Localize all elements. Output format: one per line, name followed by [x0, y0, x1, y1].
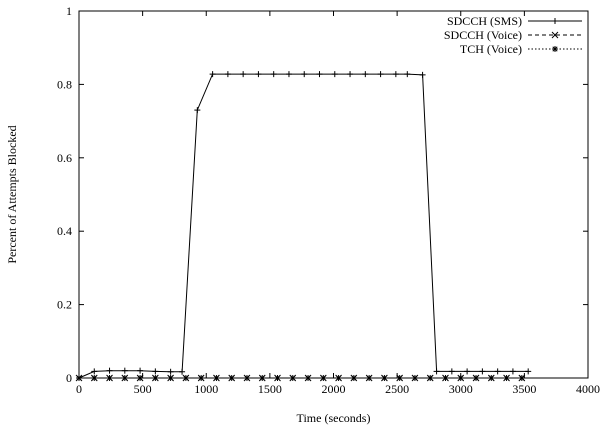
x-tick-label: 2000: [322, 382, 346, 396]
data-point: [316, 71, 323, 78]
data-point: [270, 71, 277, 78]
series-3: [76, 375, 525, 381]
x-tick-label: 0: [76, 382, 82, 396]
data-point: [243, 375, 250, 381]
data-point: [152, 375, 159, 381]
data-point: [473, 375, 480, 381]
y-tick-label: 0: [66, 371, 72, 385]
data-point: [411, 375, 418, 381]
data-point: [433, 368, 440, 375]
data-point: [419, 71, 426, 78]
data-point: [228, 375, 235, 381]
data-point: [194, 107, 201, 114]
data-point: [167, 375, 174, 381]
data-point: [209, 71, 216, 78]
data-point: [121, 375, 128, 381]
data-point: [259, 375, 266, 381]
x-tick-label: 1500: [258, 382, 282, 396]
data-point: [305, 375, 312, 381]
data-point: [91, 375, 98, 381]
legend-marker: [552, 46, 558, 52]
data-point: [213, 375, 220, 381]
legend-label: SDCCH (Voice): [444, 28, 522, 42]
data-point: [91, 368, 98, 375]
x-tick-label: 3000: [449, 382, 473, 396]
data-point: [285, 71, 292, 78]
y-tick-label: 0.8: [57, 77, 72, 91]
data-point: [331, 71, 338, 78]
data-point: [457, 375, 464, 381]
data-point: [198, 375, 205, 381]
data-point: [404, 71, 411, 78]
series-line: [78, 73, 529, 379]
data-point: [255, 71, 262, 78]
data-point: [509, 368, 516, 375]
data-point: [396, 375, 403, 381]
data-point: [427, 375, 434, 381]
data-point: [381, 375, 388, 381]
data-point: [464, 368, 471, 375]
data-point: [442, 375, 449, 381]
data-point: [179, 368, 186, 375]
data-point: [224, 71, 231, 78]
series-group: [75, 71, 532, 382]
data-point: [503, 375, 510, 381]
data-point: [350, 375, 357, 381]
data-point: [479, 368, 486, 375]
data-point: [137, 375, 144, 381]
axes: 0 500 1000 1500 2000 2500 3000 3500 4000 0 0.2 0.4 0…: [57, 4, 600, 396]
y-tick-label: 0.2: [57, 298, 72, 312]
x-tick-label: 3500: [512, 382, 536, 396]
legend-label: TCH (Voice): [460, 42, 522, 56]
data-point: [152, 368, 159, 375]
data-point: [392, 71, 399, 78]
data-point: [76, 375, 82, 381]
data-point: [137, 367, 144, 374]
data-point: [366, 375, 373, 381]
x-axis-label: Time (seconds): [297, 411, 371, 425]
data-point: [106, 367, 113, 374]
data-point: [335, 375, 342, 381]
x-tick-label: 4000: [576, 382, 600, 396]
data-point: [106, 375, 113, 381]
data-point: [274, 375, 281, 381]
data-point: [167, 368, 174, 375]
data-point: [377, 71, 384, 78]
data-point: [289, 375, 296, 381]
series-1: [76, 71, 532, 381]
legend-marker: [551, 31, 559, 39]
data-point: [362, 71, 369, 78]
plot-frame: [78, 10, 589, 379]
data-point: [448, 368, 455, 375]
y-tick-label: 1: [66, 4, 72, 18]
legend-label: SDCCH (SMS): [447, 14, 522, 28]
data-point: [182, 375, 189, 381]
x-tick-label: 2500: [385, 382, 409, 396]
y-tick-label: 0.6: [57, 151, 72, 165]
data-point: [320, 375, 327, 381]
data-point: [301, 71, 308, 78]
data-point: [121, 367, 128, 374]
legend: SDCCH (SMS)SDCCH (Voice)TCH (Voice): [444, 14, 582, 56]
data-point: [518, 375, 525, 381]
data-point: [347, 71, 354, 78]
x-tick-label: 500: [134, 382, 152, 396]
y-axis-label: Percent of Attempts Blocked: [5, 125, 19, 263]
data-point: [494, 368, 501, 375]
y-tick-label: 0.4: [57, 224, 72, 238]
data-point: [240, 71, 247, 78]
x-tick-label: 1000: [194, 382, 218, 396]
data-point: [525, 368, 532, 375]
data-point: [488, 375, 495, 381]
legend-marker: [552, 18, 558, 24]
